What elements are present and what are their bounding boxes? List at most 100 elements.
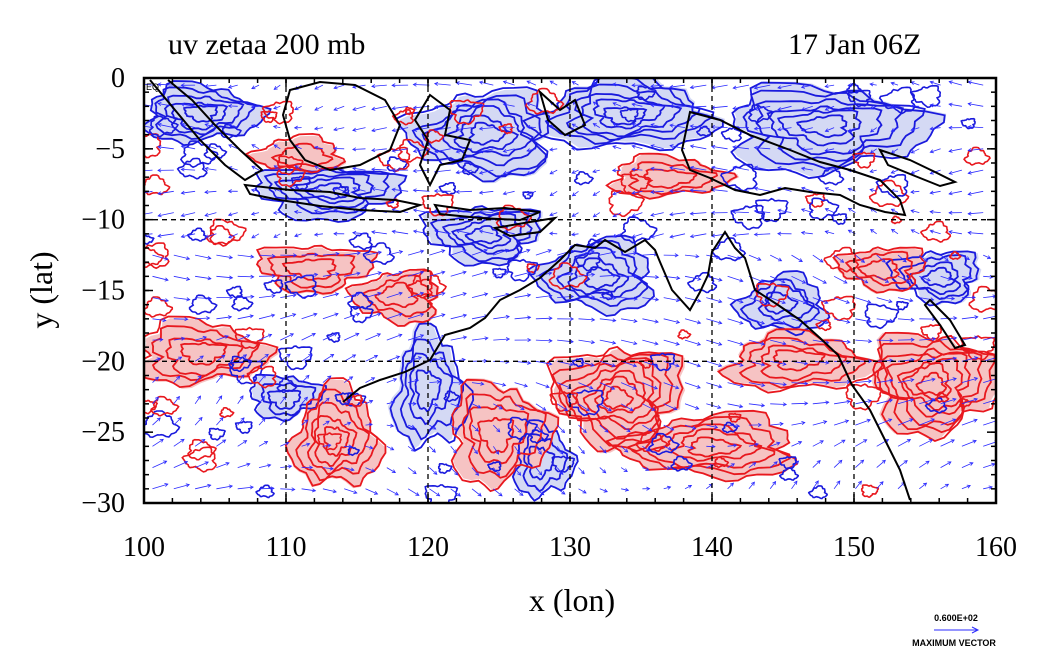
wind-vector: [949, 103, 962, 107]
wind-vector-head: [267, 463, 272, 468]
wind-vector: [961, 336, 978, 341]
wind-vector: [514, 316, 531, 320]
wind-vector-head: [803, 340, 808, 345]
wind-vector: [642, 445, 650, 452]
wind-vector: [599, 467, 606, 474]
positive-contour: [919, 324, 943, 341]
wind-vector-head: [650, 84, 655, 89]
wind-vector: [479, 190, 494, 194]
wind-vector-head: [692, 425, 697, 430]
coastline-moluccas: [538, 88, 587, 137]
wind-vector: [650, 104, 664, 107]
wind-vector-head: [527, 337, 532, 343]
wind-vector: [930, 148, 941, 153]
wind-vector: [371, 105, 387, 110]
wind-vector-head: [864, 279, 869, 284]
wind-vector: [413, 169, 430, 172]
wind-vector: [599, 382, 615, 390]
wind-vector-head: [688, 485, 693, 489]
wind-vector: [237, 440, 247, 447]
wind-vector-head: [910, 127, 915, 132]
wind-vector-head: [164, 483, 169, 487]
wind-vector-head: [311, 488, 317, 493]
wind-vector: [690, 233, 707, 238]
negative-contour: [875, 173, 909, 199]
wind-vector: [322, 293, 339, 298]
wind-vector-head: [251, 85, 256, 90]
wind-vector: [429, 467, 438, 475]
wind-vector-head: [495, 450, 500, 455]
wind-vector-head: [455, 209, 460, 214]
wind-vector: [848, 127, 856, 133]
wind-vector-head: [910, 209, 915, 214]
wind-vector-head: [881, 258, 886, 263]
wind-vector: [791, 318, 808, 324]
wind-vector: [650, 84, 664, 87]
wind-vector-head: [585, 407, 590, 412]
wind-vector-head: [800, 208, 806, 213]
wind-vector-head: [526, 125, 531, 130]
wind-vector-head: [517, 428, 522, 433]
wind-vector: [322, 375, 332, 383]
negative-contour: [755, 197, 789, 223]
wind-vector-head: [523, 383, 528, 388]
wind-vector-head: [137, 124, 140, 127]
positive-contour: [626, 415, 791, 476]
wind-vector-head: [502, 125, 507, 130]
wind-vector: [825, 168, 835, 171]
wind-vector: [949, 190, 962, 195]
wind-vector: [258, 441, 268, 447]
wind-vector-head: [311, 333, 316, 337]
wind-vector: [205, 233, 217, 238]
wind-vector: [301, 397, 308, 405]
wind-vector-head: [502, 191, 507, 196]
positive-contour: [276, 155, 304, 176]
wind-vector-head: [433, 189, 439, 194]
wind-vector-head: [347, 398, 352, 403]
negative-contour: [453, 114, 519, 154]
wind-vector: [599, 318, 616, 322]
wind-vector-head: [732, 233, 737, 238]
positive-contour: [323, 425, 351, 457]
wind-vector: [642, 360, 658, 367]
wind-vector: [876, 418, 892, 426]
wind-vector: [968, 81, 984, 86]
wind-vector: [535, 467, 543, 476]
wind-vector: [642, 318, 659, 323]
wind-vector: [919, 275, 931, 282]
wind-vector-head: [484, 336, 489, 341]
wind-vector: [194, 355, 204, 362]
wind-vector-head: [227, 212, 233, 217]
wind-vector: [706, 403, 721, 409]
wind-vector-head: [228, 123, 233, 128]
wind-vector: [557, 382, 571, 389]
wind-vector: [770, 275, 785, 283]
wind-vector: [301, 353, 313, 362]
wind-vector-head: [159, 337, 164, 342]
wind-vector: [280, 488, 295, 490]
wind-vector: [727, 382, 744, 387]
wind-vector-head: [929, 170, 934, 175]
wind-vector-head: [502, 80, 507, 85]
wind-vector-head: [969, 462, 974, 466]
wind-vector: [706, 275, 722, 281]
vector-reference-value: 0.600E+02: [934, 613, 978, 623]
wind-vector: [456, 82, 473, 86]
wind-vector: [535, 446, 542, 455]
wind-vector-head: [973, 418, 978, 423]
wind-vector-head: [866, 418, 871, 423]
negative-contour: [149, 115, 179, 138]
wind-vector: [386, 378, 397, 383]
wind-vector-head: [925, 460, 930, 465]
wind-vector-head: [926, 277, 931, 282]
coastline-solomons: [877, 148, 958, 188]
wind-vector-head: [867, 399, 872, 404]
wind-vector-head: [592, 233, 597, 238]
wind-vector-head: [478, 229, 484, 234]
wind-vector-head: [648, 427, 653, 432]
wind-vector: [371, 188, 387, 192]
wind-vector: [949, 169, 963, 174]
wind-vector: [663, 382, 679, 389]
wind-vector-head: [398, 291, 403, 296]
positive-contour: [144, 399, 159, 415]
